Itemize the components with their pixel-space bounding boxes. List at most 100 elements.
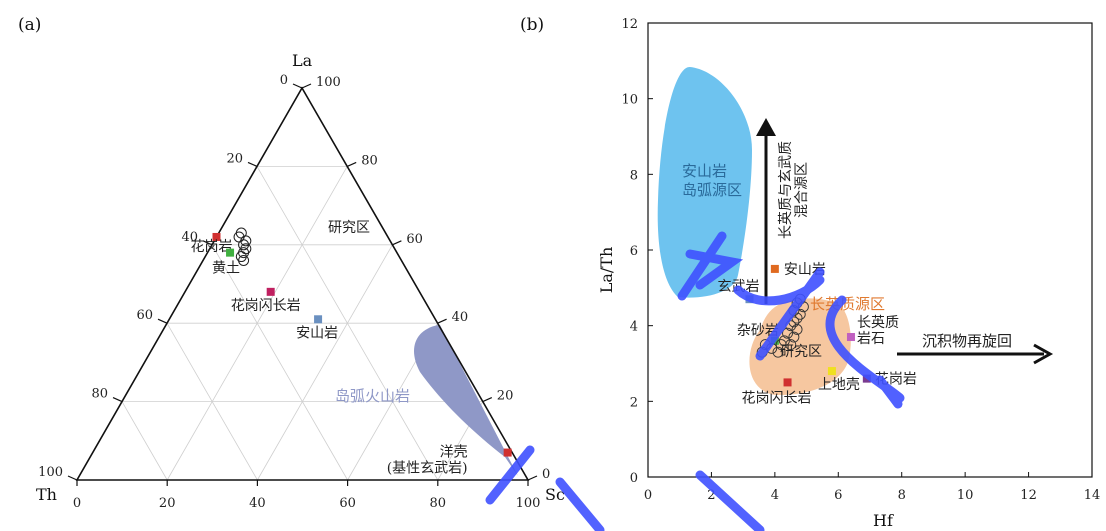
plot-b-study-point <box>772 346 784 358</box>
plot-b-reference-label: 上地壳 <box>818 376 860 393</box>
ternary-gridline <box>166 323 258 481</box>
ternary-tick-label: 100 <box>38 465 63 480</box>
ternary-tick <box>346 161 357 167</box>
mixed-source-arrow-label: 长英质与玄武质混合源区 <box>777 141 810 239</box>
ternary-tick-label: 40 <box>452 310 469 325</box>
ternary-reference-marker <box>314 315 323 324</box>
hf-lath-panel: (b) 0 2 4 6 8 10 12 14 0 2 4 6 8 10 12 Hf La/Th 安山岩岛弧源… <box>520 15 1100 530</box>
y-axis-title: La/Th <box>597 247 616 294</box>
recycling-arrow <box>897 343 1054 365</box>
ternary-tick-label: 100 <box>316 75 341 90</box>
apex-label-right: Sc <box>545 485 565 504</box>
y-tick-label: 2 <box>630 395 638 410</box>
ternary-tick-label: 60 <box>339 496 356 511</box>
panel-b-label: (b) <box>520 15 544 35</box>
ternary-tick-label: 40 <box>181 230 198 245</box>
ternary-study-point <box>238 254 250 266</box>
ternary-reference-label: 洋壳(基性玄武岩) <box>387 444 468 477</box>
y-tick-label: 0 <box>630 471 638 486</box>
felsic-field-label: 长英质源区 <box>810 295 885 313</box>
plot-b-study-point <box>778 335 790 347</box>
plot-b-reference-label: 杂砂岩 <box>737 323 779 339</box>
ternary-tick-label: 80 <box>91 387 108 402</box>
ternary-study-label: 研究区 <box>328 220 370 236</box>
andesite-field-label: 安山岩岛弧源区 <box>682 162 742 199</box>
panel-a-label: (a) <box>18 15 41 35</box>
ternary-gridline <box>257 244 393 481</box>
ternary-tick <box>247 161 258 167</box>
ternary-tick-label: 20 <box>497 389 514 404</box>
ternary-study-points <box>233 227 252 266</box>
ternary-reference-label: 黄土 <box>212 260 240 277</box>
ternary-tick-label: 0 <box>73 496 81 511</box>
ternary-reference-marker <box>212 232 221 241</box>
plot-b-reference-marker <box>846 333 855 342</box>
ternary-tick <box>482 397 493 403</box>
ternary-grid <box>121 165 484 481</box>
x-tick-label: 12 <box>1020 488 1037 503</box>
ternary-frame <box>75 86 530 481</box>
plot-b-reference-marker <box>770 264 779 273</box>
x-tick-label: 8 <box>898 488 906 503</box>
x-axis-title: Hf <box>873 511 894 530</box>
island-arc-field <box>414 325 518 476</box>
watermark-strokes <box>485 231 905 531</box>
plot-b-reference-marker <box>827 367 836 376</box>
plot-b-reference-label: 花岗闪长岩 <box>742 390 812 406</box>
ternary-reference-marker <box>226 248 235 257</box>
plot-b-study-point <box>782 327 793 339</box>
plot-b-study-point <box>791 324 803 335</box>
ternary-tick <box>202 240 213 246</box>
ternary-tick-label: 0 <box>542 467 550 482</box>
ternary-reference-label: 花岗岩 <box>191 239 233 255</box>
ternary-tick-label: 60 <box>136 308 153 323</box>
ternary-tick-label: 80 <box>430 496 447 511</box>
ternary-tick-label: 40 <box>249 496 266 511</box>
apex-label-top: La <box>292 51 313 70</box>
x-tick-label: 14 <box>1084 488 1101 503</box>
ternary-reference-label: 安山岩 <box>296 325 338 341</box>
ternary-tick <box>301 83 312 89</box>
mixed-source-arrow <box>756 118 776 304</box>
ternary-tick-label: 100 <box>516 496 541 511</box>
ternary-tick <box>392 240 402 246</box>
plot-b-study-point <box>788 331 800 343</box>
ternary-reference-marker <box>266 287 275 296</box>
plot-b-reference-label: 长英质岩石 <box>857 314 899 347</box>
ternary-tick-label: 60 <box>406 232 423 247</box>
ternary-tick <box>157 318 168 324</box>
x-tick-label: 6 <box>834 488 842 503</box>
x-tick-label: 0 <box>644 488 652 503</box>
ternary-gridline <box>121 401 168 481</box>
x-tick-label: 4 <box>771 488 779 503</box>
ternary-tick <box>292 83 303 89</box>
plot-b-study-point <box>775 339 787 351</box>
island-arc-field-label: 岛弧火山岩 <box>335 387 410 405</box>
y-tick-label: 6 <box>630 244 638 259</box>
ternary-tick <box>112 397 123 403</box>
y-tick-label: 12 <box>621 17 638 32</box>
apex-label-left: Th <box>36 485 57 504</box>
ternary-tick-label: 20 <box>159 496 176 511</box>
ternary-tick-label: 80 <box>361 153 378 168</box>
plot-b-ticks: 0 2 4 6 8 10 12 14 0 2 4 6 8 10 12 <box>621 17 1100 503</box>
x-tick-label: 2 <box>707 488 715 503</box>
x-tick-label: 10 <box>957 488 974 503</box>
y-tick-label: 8 <box>630 168 638 183</box>
y-tick-label: 4 <box>630 320 638 335</box>
y-tick-label: 10 <box>621 93 638 108</box>
plot-b-study-point <box>785 339 797 351</box>
plot-b-reference-marker <box>783 378 792 387</box>
ternary-tick <box>437 318 447 324</box>
recycling-arrow-label: 沉积物再旋回 <box>922 332 1012 350</box>
ternary-reference-marker <box>503 448 512 457</box>
ternary-tick-label: 20 <box>226 151 243 166</box>
ternary-tick-label: 0 <box>280 73 288 88</box>
ternary-gridline <box>211 244 348 481</box>
andesite-arc-field <box>657 66 752 298</box>
plot-b-study-label: 研究区 <box>780 344 822 360</box>
